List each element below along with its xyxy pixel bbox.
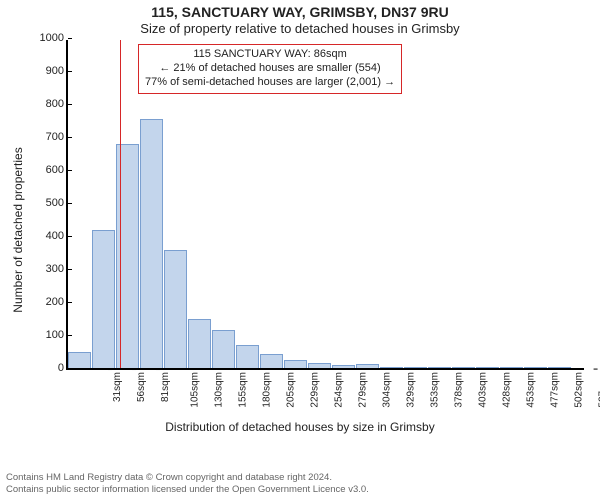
histogram-bar (548, 367, 571, 368)
y-tick: 100 (46, 329, 68, 341)
histogram-bar (140, 119, 163, 368)
footer: Contains HM Land Registry data © Crown c… (6, 472, 369, 496)
histogram-bar (92, 230, 115, 369)
histogram-bar (308, 363, 331, 368)
x-tick: 205sqm (285, 372, 296, 408)
x-tick: 254sqm (333, 372, 344, 408)
annotation-line-3: 77% of semi-detached houses are larger (… (145, 76, 395, 90)
histogram-bar (164, 250, 187, 369)
footer-line-2: Contains public sector information licen… (6, 484, 369, 496)
page-subtitle: Size of property relative to detached ho… (6, 21, 594, 37)
histogram-bar (260, 354, 283, 369)
annotation-line-1: 115 SANCTUARY WAY: 86sqm (145, 48, 395, 62)
y-tick: 900 (46, 65, 68, 77)
x-tick: 180sqm (261, 372, 272, 408)
histogram-bar (284, 360, 307, 368)
histogram-bar (356, 364, 379, 368)
x-tick: 229sqm (309, 372, 320, 408)
x-tick: 502sqm (573, 372, 584, 408)
x-tick: 130sqm (213, 372, 224, 408)
y-tick: 800 (46, 98, 68, 110)
plot-area: Number of detached properties 0100200300… (66, 40, 584, 420)
x-tick: 81sqm (160, 372, 171, 402)
histogram-bar (404, 367, 427, 369)
y-tick: 300 (46, 263, 68, 275)
x-tick: 428sqm (501, 372, 512, 408)
x-tick: 56sqm (136, 372, 147, 402)
histogram-bar (380, 367, 403, 368)
x-tick: 403sqm (477, 372, 488, 408)
histogram-bar (68, 352, 91, 369)
y-tick: 500 (46, 197, 68, 209)
y-tick: 200 (46, 296, 68, 308)
x-tick: 279sqm (357, 372, 368, 408)
histogram-bar (212, 330, 235, 368)
histogram: 01002003004005006007008009001000 115 SAN… (66, 40, 584, 370)
x-tick: 155sqm (237, 372, 248, 408)
y-tick: 0 (58, 362, 68, 374)
y-tick: 1000 (40, 32, 68, 44)
y-tick: 700 (46, 131, 68, 143)
y-axis-label: Number of detached properties (11, 148, 25, 313)
property-marker-line (120, 40, 121, 368)
x-axis-label: Distribution of detached houses by size … (6, 420, 594, 434)
chart-container: 115, SANCTUARY WAY, GRIMSBY, DN37 9RU Si… (0, 0, 600, 500)
histogram-bar (500, 367, 523, 368)
x-tick: 477sqm (549, 372, 560, 408)
histogram-bar (428, 367, 451, 368)
x-tick: 353sqm (429, 372, 440, 408)
histogram-bar (452, 367, 475, 368)
x-tick: 453sqm (525, 372, 536, 408)
histogram-bar (188, 319, 211, 369)
x-tick: 105sqm (189, 372, 200, 408)
x-tick: 31sqm (112, 372, 123, 402)
page-title: 115, SANCTUARY WAY, GRIMSBY, DN37 9RU (6, 4, 594, 21)
histogram-bar (332, 365, 355, 368)
annotation-box: 115 SANCTUARY WAY: 86sqm ← 21% of detach… (138, 44, 402, 93)
histogram-bar (524, 367, 547, 368)
annotation-line-2: ← 21% of detached houses are smaller (55… (145, 62, 395, 76)
x-tick: 304sqm (381, 372, 392, 408)
footer-line-1: Contains HM Land Registry data © Crown c… (6, 472, 369, 484)
x-tick: 378sqm (453, 372, 464, 408)
histogram-bar (476, 367, 499, 368)
y-tick: 600 (46, 164, 68, 176)
y-tick: 400 (46, 230, 68, 242)
x-tick: 329sqm (405, 372, 416, 408)
histogram-bar (236, 345, 259, 368)
